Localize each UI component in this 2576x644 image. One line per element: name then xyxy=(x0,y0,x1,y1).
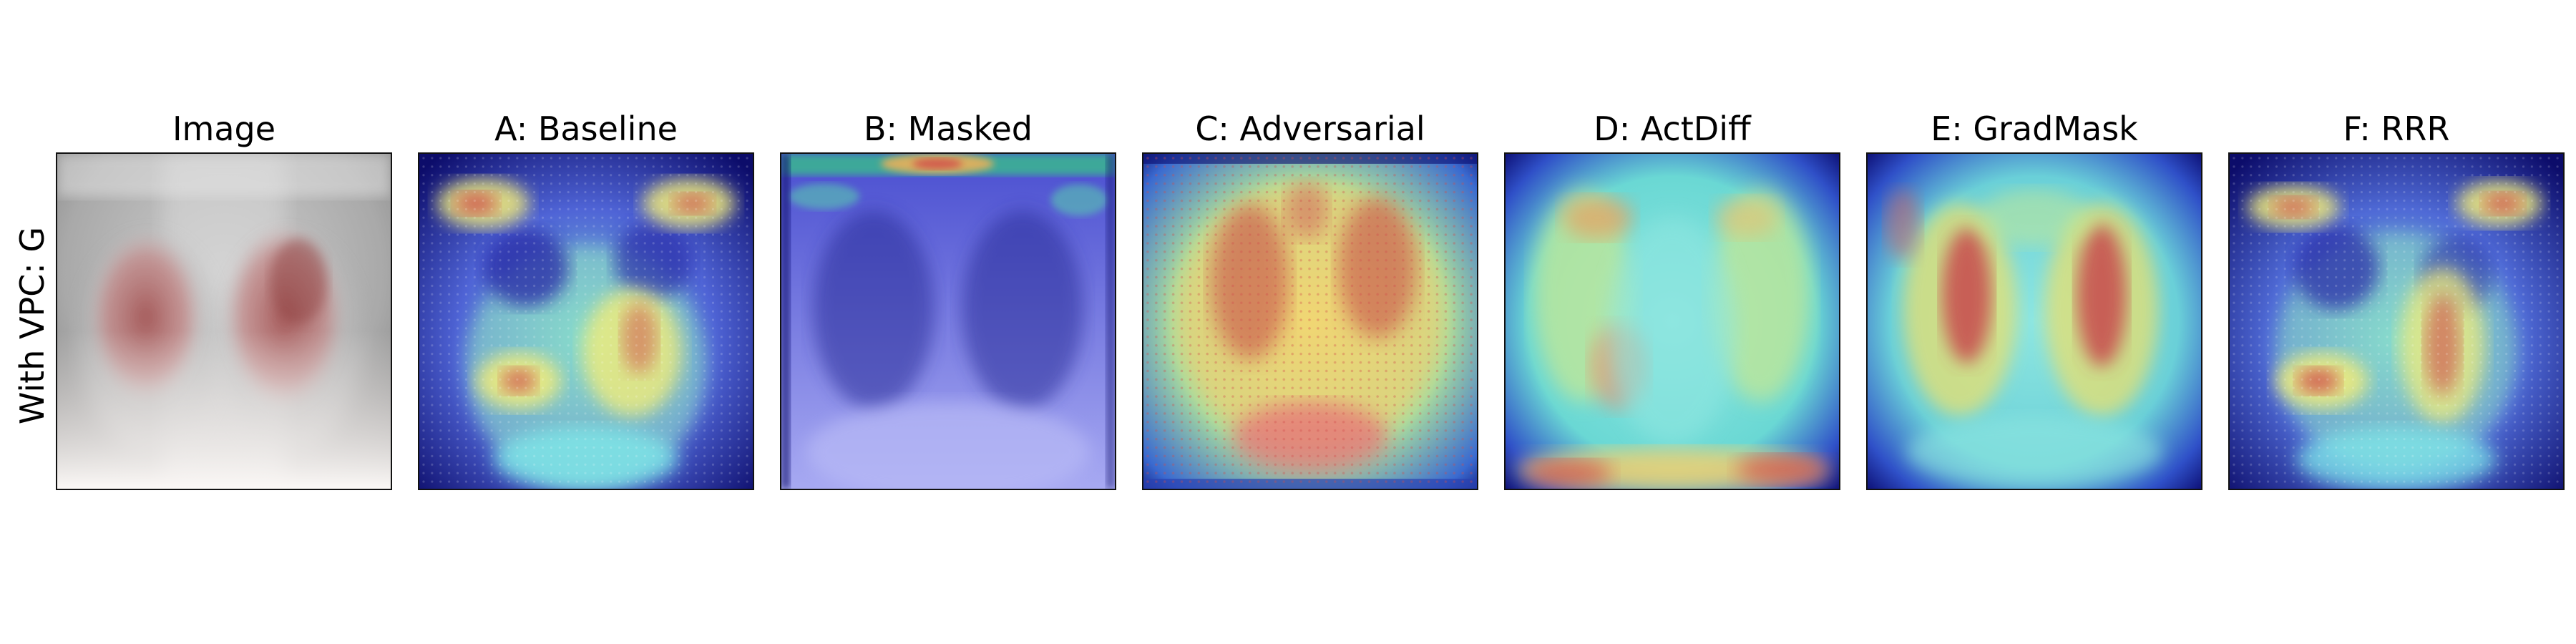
panel-d-actdiff: D: ActDiff xyxy=(1504,152,1840,490)
xray-image xyxy=(57,154,391,489)
panel-title-e: E: GradMask xyxy=(1838,109,2231,148)
panel-f-rrr: F: RRR xyxy=(2228,152,2565,490)
panel-image-xray xyxy=(56,152,392,490)
panel-a-heatmap xyxy=(418,152,754,490)
row-label: With VPC: G xyxy=(14,157,50,494)
panel-image: Image xyxy=(56,152,392,490)
heatmap-d xyxy=(1506,154,1839,489)
panel-b-heatmap xyxy=(780,152,1116,490)
heatmap-a xyxy=(419,154,753,489)
panel-title-d: D: ActDiff xyxy=(1475,109,1869,148)
panel-c-adversarial: C: Adversarial xyxy=(1142,152,1478,490)
panel-title-image: Image xyxy=(27,109,421,148)
panel-b-masked: B: Masked xyxy=(780,152,1116,490)
panel-d-heatmap xyxy=(1504,152,1840,490)
panel-title-b: B: Masked xyxy=(751,109,1145,148)
panel-title-a: A: Baseline xyxy=(389,109,783,148)
panel-e-gradmask: E: GradMask xyxy=(1866,152,2202,490)
panel-title-f: F: RRR xyxy=(2200,109,2576,148)
panel-a-baseline: A: Baseline xyxy=(418,152,754,490)
panel-f-heatmap xyxy=(2228,152,2565,490)
panel-c-heatmap xyxy=(1142,152,1478,490)
row-label-text: With VPC: G xyxy=(13,227,52,424)
panel-title-c: C: Adversarial xyxy=(1113,109,1507,148)
heatmap-e xyxy=(1868,154,2201,489)
heatmap-f xyxy=(2230,154,2563,489)
panel-e-heatmap xyxy=(1866,152,2202,490)
heatmap-c xyxy=(1143,154,1477,489)
heatmap-b xyxy=(781,154,1115,489)
